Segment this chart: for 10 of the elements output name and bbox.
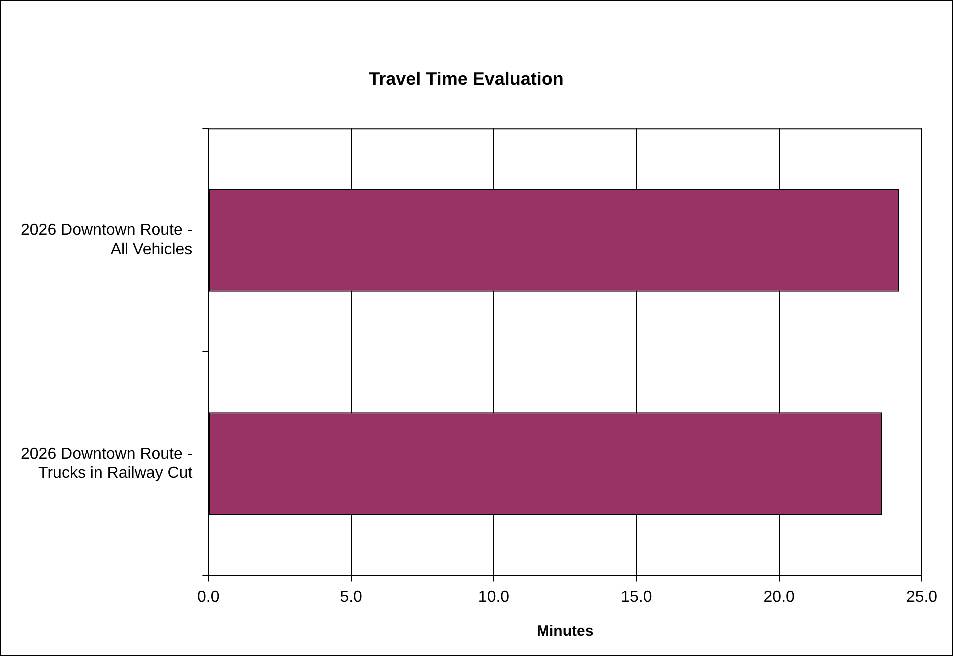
y-tick-label: 2026 Downtown Route - All Vehicles — [21, 222, 193, 258]
x-tick-label: 5.0 — [340, 588, 363, 606]
y-tick-label: 2026 Downtown Route - Trucks in Railway Cut — [21, 446, 194, 482]
x-tick-label: 0.0 — [198, 588, 220, 606]
x-tick-label: 25.0 — [906, 588, 938, 606]
chart-title: Travel Time Evaluation — [369, 68, 564, 89]
x-tick-label: 20.0 — [764, 588, 796, 606]
x-tick-label: 15.0 — [621, 588, 652, 606]
x-tick-label: 10.0 — [478, 588, 510, 606]
x-axis-title: Minutes — [536, 623, 594, 640]
